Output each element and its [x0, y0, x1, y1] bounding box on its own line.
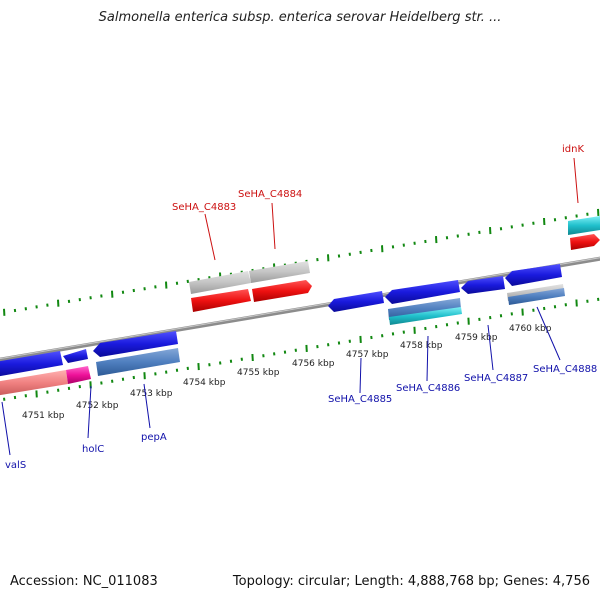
gene-SeHA_C4883-gray[interactable]: [189, 271, 251, 294]
kbp-label-4760: 4760 kbp: [509, 324, 552, 334]
gene-pepA-steel[interactable]: [96, 348, 180, 376]
kbp-label-4755: 4755 kbp: [237, 368, 280, 378]
kbp-label-4758: 4758 kbp: [400, 341, 443, 351]
gene-label-SeHA_C4888[interactable]: SeHA_C4888: [533, 364, 597, 375]
genome-title: Salmonella enterica subsp. enterica sero…: [98, 10, 502, 25]
kbp-label-row: 4751 kbp 4752 kbp 4753 kbp 4754 kbp 4755…: [22, 324, 552, 421]
gene-label-valS[interactable]: valS: [5, 460, 26, 471]
genome-backbone-highlight: [0, 257, 600, 360]
gene-SeHA_C4885-blue[interactable]: [328, 291, 384, 312]
gene-holC-blue[interactable]: [63, 349, 88, 363]
gene-label-SeHA_C4883[interactable]: SeHA_C4883: [172, 202, 236, 213]
kbp-label-4751: 4751 kbp: [22, 411, 65, 421]
gene-label-SeHA_C4885[interactable]: SeHA_C4885: [328, 394, 392, 405]
tick-row-bottom: [3, 297, 600, 401]
gene-label-pepA[interactable]: pepA: [141, 432, 167, 443]
gene-SeHA_C4887-blue[interactable]: [461, 276, 505, 294]
gene-label-SeHA_C4886[interactable]: SeHA_C4886: [396, 383, 460, 394]
gene-label-SeHA_C4884[interactable]: SeHA_C4884: [238, 189, 302, 200]
gene-pepA-blue[interactable]: [93, 331, 178, 357]
gene-SeHA_C4886-steel[interactable]: [388, 298, 461, 320]
gene-SeHA_C4883-red[interactable]: [191, 289, 251, 312]
gene-idnK-cyan[interactable]: [568, 216, 600, 235]
gene-label-idnK[interactable]: idnK: [562, 144, 584, 155]
leader-lines: [1, 157, 579, 456]
kbp-label-4753: 4753 kbp: [130, 389, 173, 399]
gene-SeHA_C4888-blue[interactable]: [505, 264, 562, 286]
gene-valS-pink[interactable]: [0, 370, 68, 396]
genome-backbone: [0, 256, 600, 362]
gene-SeHA_C4888-steel[interactable]: [508, 288, 565, 305]
gene-label-holC[interactable]: holC: [82, 444, 104, 455]
gene-SeHA_C4886-cyan[interactable]: [389, 307, 462, 325]
gene-SeHA_C4886-blue[interactable]: [385, 280, 460, 304]
gene-SeHA_C4884-red[interactable]: [252, 280, 312, 302]
kbp-label-4754: 4754 kbp: [183, 378, 226, 388]
gene-idnK-red[interactable]: [570, 234, 600, 250]
gene-label-SeHA_C4887[interactable]: SeHA_C4887: [464, 373, 528, 384]
kbp-label-4759: 4759 kbp: [455, 333, 498, 343]
topology-text: Topology: circular; Length: 4,888,768 bp…: [232, 574, 590, 589]
gene-holC-magenta[interactable]: [66, 366, 91, 384]
kbp-label-4752: 4752 kbp: [76, 401, 119, 411]
gene-SeHA_C4884-gray[interactable]: [249, 261, 310, 283]
gene-valS-blue[interactable]: [0, 351, 63, 377]
accession-text: Accession: NC_011083: [10, 574, 158, 589]
kbp-label-4756: 4756 kbp: [292, 359, 335, 369]
kbp-label-4757: 4757 kbp: [346, 350, 389, 360]
